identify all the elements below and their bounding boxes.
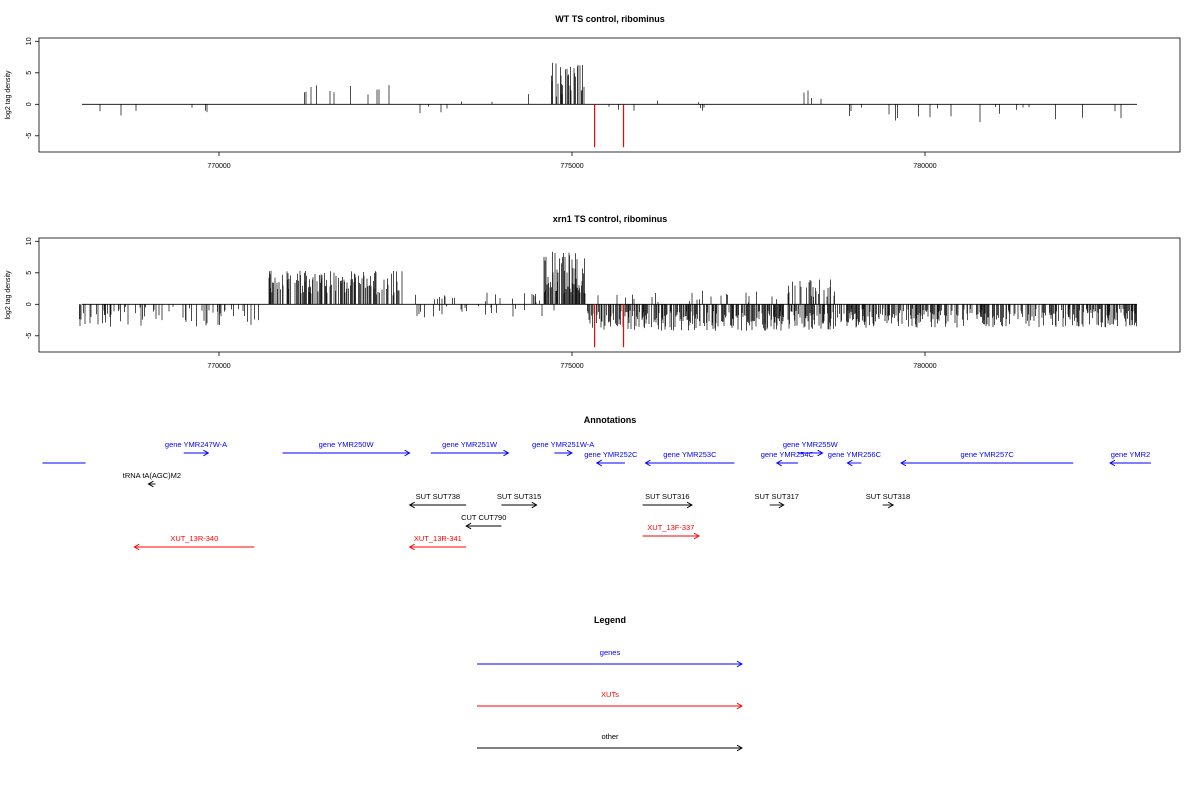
wt-track-panel: WT TS control, ribominus log2 tag densit… (5, 14, 1181, 170)
annotation-gene-label: gene YMR253C (663, 450, 717, 459)
wt-x-tick-label: 775000 (560, 163, 583, 170)
annotations-panel: Annotations gene YMR247W-A gene YMR250W ge… (42, 415, 1151, 551)
wt-y-tick-label: 0 (26, 102, 33, 106)
xrn1-y-axis: -5 0 5 10 (26, 237, 39, 339)
annotation-gene-arrow-head (817, 449, 824, 457)
wt-y-axis: -5 0 5 10 (26, 37, 39, 139)
xrn1-signal-bars (79, 251, 1137, 348)
wt-y-tick-label: -5 (26, 133, 33, 139)
annotation-gene-arrow-head (404, 449, 411, 457)
legend-label-1: XUTs (601, 690, 619, 699)
xrn1-y-axis-label: log2 tag density (5, 270, 12, 320)
annotation-xut-arrow-head (408, 543, 415, 551)
xrn1-y-tick-label: 10 (26, 237, 33, 245)
legend-arrow-1-head (736, 702, 743, 710)
wt-plot-frame (38, 37, 1181, 153)
annotation-other-arrow-head (147, 480, 154, 488)
xrn1-y-tick-label: -5 (26, 333, 33, 339)
annotation-gene-arrow-head (203, 449, 210, 457)
annotation-other-arrow-head (888, 501, 895, 509)
legend-entries: genes XUTs other (477, 648, 743, 752)
annotation-xut-label: XUT_13R-340 (170, 534, 218, 543)
annotation-gene-label: gene YMR251W (442, 440, 498, 449)
annotation-xut-arrow-head (133, 543, 140, 551)
wt-y-tick-label: 5 (26, 71, 33, 75)
annotation-gene-arrow-head (503, 449, 510, 457)
annotation-gene-arrow-head (644, 459, 651, 467)
annotation-other-label: SUT SUT317 (755, 492, 799, 501)
annotation-gene-label: gene YMR252C (584, 450, 638, 459)
wt-track-title: WT TS control, ribominus (555, 14, 665, 24)
annotation-gene-label: gene YMR247W-A (165, 440, 227, 449)
xrn1-y-tick-label: 5 (26, 271, 33, 275)
legend-arrow-0-head (736, 660, 743, 668)
annotation-gene-label: gene YMR255W (783, 440, 839, 449)
annotation-gene-label: gene YMR250W (319, 440, 375, 449)
xrn1-y-tick-label: 0 (26, 302, 33, 306)
annotation-other-label: SUT SUT738 (416, 492, 460, 501)
annotation-xut-label: XUT_13F-337 (647, 523, 694, 532)
annotation-other-label: SUT SUT315 (497, 492, 541, 501)
annotation-features: gene YMR247W-A gene YMR250W gene YMR251W ge… (42, 440, 1151, 551)
annotation-gene-arrow-head (595, 459, 602, 467)
xrn1-track-title: xrn1 TS control, ribominus (553, 214, 668, 224)
xrn1-x-tick-label: 780000 (913, 363, 936, 370)
annotation-gene-label: gene YMR2 (1111, 450, 1150, 459)
annotation-xut-label: XUT_13R-341 (414, 534, 462, 543)
wt-y-tick-label: 10 (26, 37, 33, 45)
annotation-other-arrow-head (408, 501, 415, 509)
annotation-gene-arrow-head (900, 459, 907, 467)
wt-signal-bars (99, 62, 1122, 148)
wt-x-tick-label: 780000 (913, 163, 936, 170)
xrn1-x-tick-label: 775000 (560, 363, 583, 370)
wt-y-axis-label: log2 tag density (5, 70, 12, 120)
xrn1-x-axis: 770000 775000 780000 (207, 352, 937, 370)
wt-x-tick-label: 770000 (207, 163, 230, 170)
annotation-gene-arrow-head (1109, 459, 1116, 467)
annotation-other-label: CUT CUT790 (461, 513, 506, 522)
annotation-gene-arrow-head (566, 449, 573, 457)
legend-title: Legend (594, 615, 626, 625)
annotation-other-label: SUT SUT316 (645, 492, 689, 501)
annotation-other-arrow-head (778, 501, 785, 509)
legend-label-0: genes (600, 648, 621, 657)
annotations-title: Annotations (584, 415, 637, 425)
annotation-gene-label: gene YMR254C (761, 450, 815, 459)
legend-arrow-2-head (736, 744, 743, 752)
annotation-gene-label: gene YMR251W-A (532, 440, 594, 449)
annotation-gene-label: gene YMR256C (828, 450, 882, 459)
annotation-other-label: tRNA tA(AGC)M2 (123, 471, 181, 480)
xrn1-track-panel: xrn1 TS control, ribominus log2 tag dens… (5, 214, 1181, 370)
annotation-other-arrow-head (531, 501, 538, 509)
annotation-other-arrow-head (686, 501, 693, 509)
annotation-other-arrow-head (465, 522, 472, 530)
annotation-gene-arrow-head (775, 459, 782, 467)
legend-panel: Legend genes XUTs other (477, 615, 743, 752)
xrn1-x-tick-label: 770000 (207, 363, 230, 370)
annotation-other-label: SUT SUT318 (866, 492, 910, 501)
annotation-gene-arrow-head (846, 459, 853, 467)
wt-x-axis: 770000 775000 780000 (207, 152, 937, 170)
legend-label-2: other (601, 732, 619, 741)
annotation-gene-label: gene YMR257C (961, 450, 1015, 459)
xrn1-plot-frame (38, 237, 1181, 353)
annotation-xut-arrow-head (693, 532, 701, 540)
